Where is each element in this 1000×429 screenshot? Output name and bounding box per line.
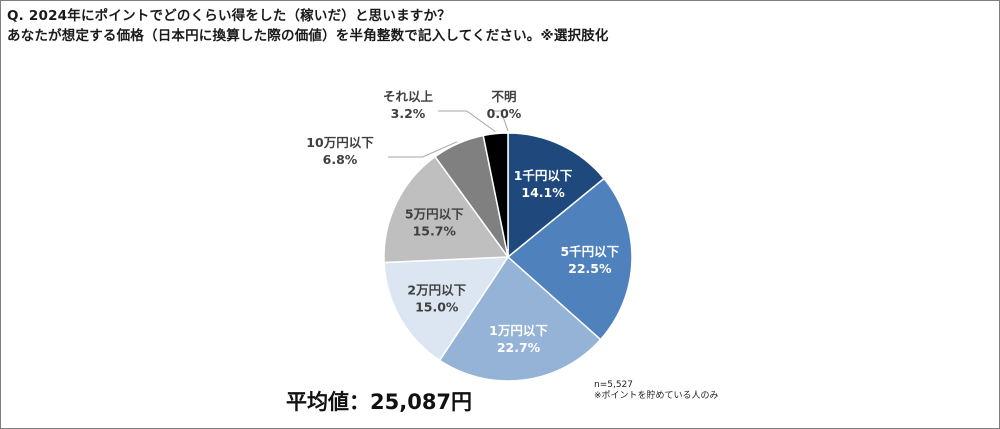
slice-value-8: 0.0%: [487, 106, 522, 121]
title-line-1: Q. 2024年にポイントでどのくらい得をした（稼いだ）と思いますか？: [7, 8, 451, 24]
sample-note: n=5,527 ※ポイントを貯めている人のみ: [594, 380, 719, 402]
slice-value-1: 14.1%: [521, 185, 565, 200]
slice-value-2: 22.5%: [568, 261, 612, 276]
pie-slice-7: [482, 132, 509, 258]
pie-slice-2: [506, 177, 633, 341]
pie-slice-3: [438, 255, 602, 382]
chart-title: Q. 2024年にポイントでどのくらい得をした（稼いだ）と思いますか？ あなたが…: [7, 6, 609, 46]
leader-line-6: [388, 141, 458, 158]
slice-label-1: 1千円以下: [514, 168, 573, 183]
slice-labels: 1千円以下 14.1% 5千円以下 22.5% 1万円以下 22.7% 2万円以下 15.0%…: [306, 89, 619, 355]
leader-line-7: [438, 110, 496, 133]
average-value: 平均値：25,087円: [286, 390, 473, 414]
slice-label-6: 10万円以下: [306, 135, 374, 150]
slice-value-3: 22.7%: [497, 340, 541, 355]
leader-line-8: [494, 110, 509, 132]
title-line-2: あなたが想定する価格（日本円に換算した際の価値）を半角整数で記入してください。※…: [7, 28, 609, 44]
slice-value-5: 15.7%: [413, 223, 457, 238]
sample-size: n=5,527: [594, 380, 634, 390]
pie-slices: [383, 132, 633, 382]
pie-slice-4: [383, 256, 510, 362]
slice-value-6: 6.8%: [323, 152, 358, 167]
slice-label-7: それ以上: [383, 89, 434, 104]
pie-slice-5: [383, 155, 510, 264]
slice-value-7: 3.2%: [391, 106, 426, 121]
slice-value-4: 15.0%: [415, 299, 459, 314]
slice-label-4: 2万円以下: [407, 282, 466, 297]
slice-label-8: 不明: [491, 89, 516, 104]
slice-label-3: 1万円以下: [489, 323, 548, 338]
slice-label-5: 5万円以下: [405, 206, 464, 221]
leader-lines: [388, 110, 509, 158]
slice-label-2: 5千円以下: [560, 244, 619, 259]
pie-slice-1: [507, 132, 606, 259]
sample-scope: ※ポイントを貯めている人のみ: [594, 391, 719, 401]
